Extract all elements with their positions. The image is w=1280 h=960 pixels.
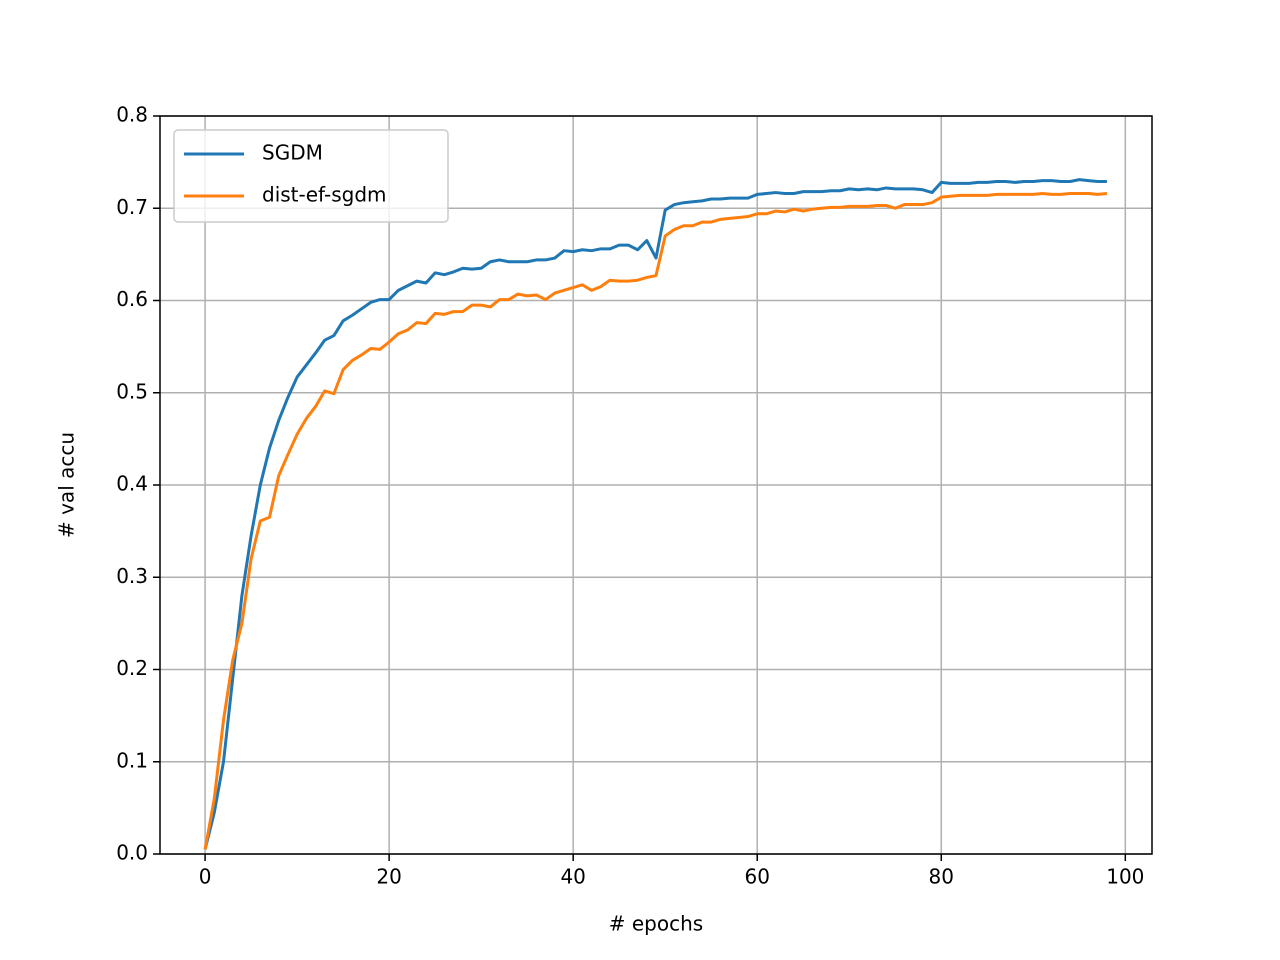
y-tick-label: 0.4 (116, 472, 148, 496)
x-axis-label: # epochs (609, 912, 703, 936)
line (203, 178, 1107, 850)
y-tick-label: 0.0 (116, 841, 148, 865)
x-tick-label: 20 (376, 865, 401, 889)
y-tick-label: 0.3 (116, 564, 148, 588)
y-tick-label: 0.1 (116, 748, 148, 772)
y-tick-label: 0.2 (116, 656, 148, 680)
y-tick-label: 0.6 (116, 287, 148, 311)
line (203, 191, 1108, 850)
legend-label: dist-ef-sgdm (262, 183, 387, 207)
x-tick-label: 60 (744, 865, 769, 889)
y-tick-label: 0.7 (116, 195, 148, 219)
x-tick-label: 40 (560, 865, 585, 889)
legend-label: SGDM (262, 141, 323, 165)
x-tick-label: 80 (929, 865, 954, 889)
y-axis-label: # val accu (55, 432, 79, 538)
y-tick-label: 0.8 (116, 103, 148, 127)
y-tick-label: 0.5 (116, 379, 148, 403)
x-tick-label: 100 (1106, 865, 1144, 889)
plot-frame (159, 115, 1153, 855)
x-tick-label: 0 (199, 865, 212, 889)
